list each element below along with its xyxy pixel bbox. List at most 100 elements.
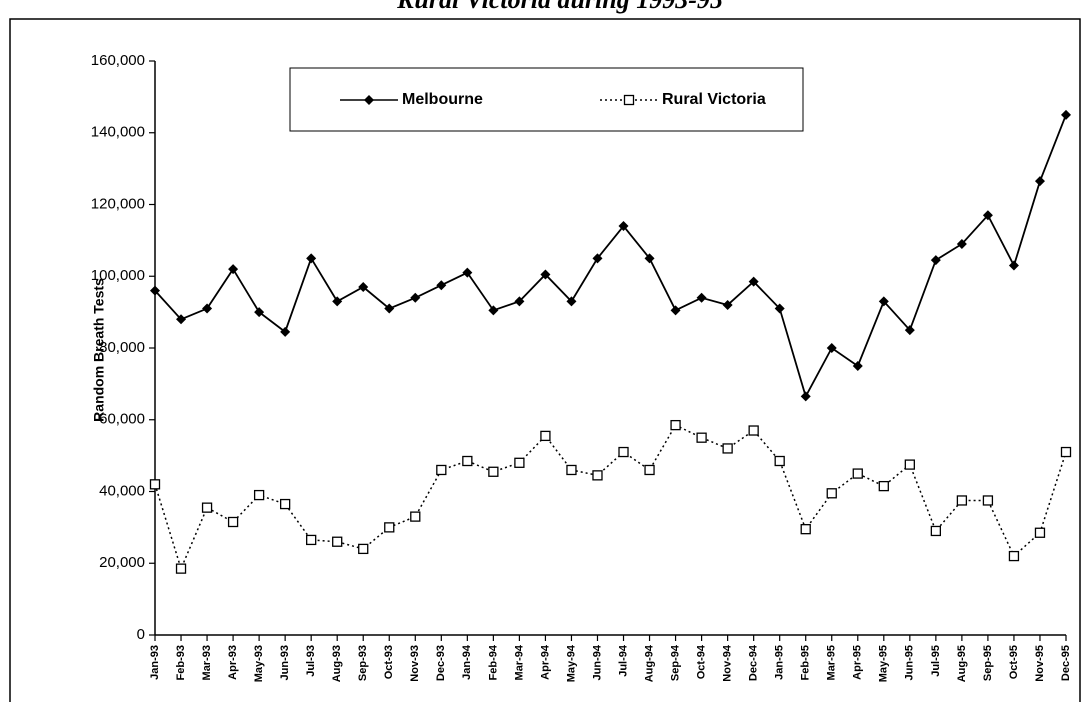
data-point	[592, 470, 603, 481]
data-point	[670, 305, 681, 316]
data-point	[1034, 527, 1046, 538]
data-point	[436, 280, 447, 291]
x-tick-label: May-93	[253, 645, 265, 682]
data-point	[904, 459, 915, 470]
data-point	[670, 419, 681, 431]
x-tick-label: Jul-95	[930, 645, 942, 677]
x-tick-label: Dec-93	[435, 645, 447, 681]
x-tick-label: Jun-93	[279, 645, 291, 680]
y-axis-label: Random Breath Tests	[91, 278, 107, 422]
data-point	[202, 303, 213, 314]
data-point	[358, 282, 369, 293]
data-point	[540, 269, 551, 280]
data-point	[800, 524, 811, 535]
data-point	[566, 296, 577, 307]
data-point	[1061, 109, 1071, 120]
data-point	[878, 296, 889, 307]
data-point	[462, 267, 473, 278]
data-point	[488, 305, 499, 316]
x-tick-label: Nov-94	[722, 644, 734, 682]
x-tick-label: Jan-93	[149, 645, 161, 680]
data-point	[306, 253, 317, 264]
y-tick-label: 40,000	[99, 482, 145, 499]
y-tick-label: 160,000	[91, 52, 145, 69]
x-tick-label: Mar-95	[826, 645, 838, 680]
data-point	[410, 511, 421, 522]
data-point	[722, 299, 733, 310]
data-point	[618, 221, 629, 232]
data-point	[384, 303, 395, 314]
x-tick-label: Mar-93	[201, 645, 213, 680]
legend-marker	[623, 94, 635, 106]
x-tick-label: Jan-94	[461, 644, 473, 680]
data-point	[279, 498, 291, 510]
x-tick-label: May-95	[878, 645, 890, 682]
data-point	[436, 464, 447, 476]
y-tick-label: 120,000	[91, 195, 145, 212]
data-point	[696, 292, 707, 303]
data-point	[514, 457, 525, 468]
x-tick-label: Sep-95	[982, 645, 994, 681]
legend-label: Melbourne	[402, 91, 483, 108]
data-point	[1034, 176, 1045, 187]
legend-label: Rural Victoria	[662, 91, 766, 108]
data-point	[332, 296, 343, 307]
data-point	[826, 343, 837, 353]
data-point	[149, 479, 161, 490]
data-point	[227, 516, 239, 528]
x-tick-label: Jun-95	[904, 645, 916, 680]
x-tick-label: Feb-93	[175, 645, 187, 680]
x-tick-label: Nov-95	[1034, 645, 1046, 682]
data-point	[1060, 446, 1072, 458]
series-line	[154, 424, 1067, 571]
data-point	[956, 238, 967, 249]
data-point	[878, 480, 889, 492]
x-tick-label: Nov-93	[409, 645, 421, 682]
data-point	[358, 543, 369, 555]
x-tick-label: Sep-93	[357, 645, 369, 681]
chart-title: Rural Victoria during 1993-95	[396, 0, 723, 14]
x-tick-label: Aug-94	[643, 644, 655, 682]
x-tick-label: Feb-94	[487, 644, 499, 680]
data-point	[748, 425, 759, 436]
x-tick-label: Oct-93	[383, 645, 395, 679]
data-point	[175, 563, 187, 574]
data-point	[748, 276, 759, 287]
data-point	[514, 296, 525, 307]
data-point	[566, 464, 577, 476]
data-point	[462, 455, 473, 467]
series-line	[154, 114, 1067, 399]
y-tick-label: 140,000	[91, 124, 145, 141]
data-point	[488, 466, 499, 477]
data-point	[201, 502, 213, 513]
y-tick-label: 60,000	[99, 411, 145, 428]
data-point	[956, 495, 968, 506]
data-point	[176, 314, 187, 325]
data-point	[306, 534, 317, 546]
data-point	[722, 443, 733, 454]
data-point	[852, 360, 863, 371]
x-tick-label: Aug-93	[331, 645, 343, 682]
x-tick-label: Jul-93	[305, 645, 317, 677]
data-point	[618, 446, 629, 458]
x-tick-label: Dec-94	[748, 644, 760, 681]
x-tick-label: May-94	[565, 644, 577, 682]
data-point	[644, 253, 655, 264]
data-point	[540, 430, 551, 442]
data-point	[852, 468, 863, 479]
x-tick-label: Jan-95	[774, 645, 786, 680]
data-point	[904, 325, 915, 336]
x-tick-label: Feb-95	[800, 645, 812, 680]
data-point	[280, 326, 291, 337]
data-point	[930, 255, 941, 266]
data-point	[592, 253, 603, 264]
x-tick-label: Apr-95	[852, 645, 864, 680]
data-point	[332, 536, 343, 547]
x-tick-label: Dec-95	[1060, 645, 1072, 681]
data-point	[1008, 550, 1020, 562]
x-tick-label: Jul-94	[617, 644, 629, 677]
data-point	[930, 525, 942, 537]
data-point	[384, 522, 395, 533]
y-tick-label: 80,000	[99, 339, 145, 356]
